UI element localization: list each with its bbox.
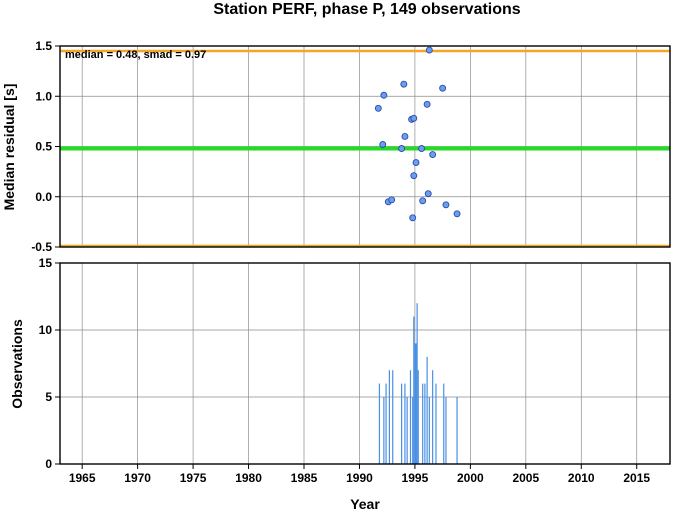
residual-point <box>388 196 396 204</box>
stats-annotation: median = 0.48, smad = 0.97 <box>65 49 206 61</box>
top-y-tick-label: 1.5 <box>35 39 52 53</box>
top-panel-points <box>374 46 461 222</box>
top-y-tick-label: 0.5 <box>35 140 52 154</box>
x-tick-label: 1970 <box>124 471 151 485</box>
residual-point <box>380 91 388 99</box>
residual-point <box>439 84 447 92</box>
bottom-panel-y-ticks: 0 5 10 15 <box>39 256 60 471</box>
x-tick-label: 1965 <box>69 471 96 485</box>
bottom-panel-frame <box>59 262 671 465</box>
bottom-panel-bars <box>378 303 458 464</box>
top-y-tick-label: 1.0 <box>35 89 52 103</box>
x-axis-label: Year <box>350 496 380 511</box>
chart-title: Station PERF, phase P, 149 observations <box>213 1 520 18</box>
bottom-panel-grid <box>60 262 670 465</box>
residual-point <box>419 197 427 205</box>
bottom-y-tick-label: 0 <box>45 457 52 471</box>
residual-point <box>400 80 408 88</box>
bottom-y-tick-label: 15 <box>39 256 53 270</box>
x-tick-label: 2000 <box>457 471 484 485</box>
top-y-tick-label: -0.5 <box>31 240 52 254</box>
residual-point <box>409 214 417 222</box>
bottom-panel-x-ticks: 1965 1970 1975 1980 1985 1990 1995 2000 2005 2010… <box>69 464 650 485</box>
residual-point <box>398 145 406 152</box>
residual-point <box>374 104 382 112</box>
residual-point <box>410 114 418 122</box>
x-tick-label: 1980 <box>235 471 262 485</box>
residual-point <box>424 190 432 198</box>
residual-point <box>425 46 433 54</box>
residual-point <box>429 151 437 158</box>
top-panel-reference-lines <box>60 49 670 248</box>
x-tick-label: 2010 <box>568 471 595 485</box>
x-tick-label: 2005 <box>512 471 539 485</box>
x-tick-label: 1975 <box>180 471 207 485</box>
top-y-tick-label: 0.0 <box>35 190 52 204</box>
x-tick-label: 1995 <box>402 471 429 485</box>
x-tick-label: 1990 <box>346 471 373 485</box>
residual-point <box>410 172 418 180</box>
top-panel-y-ticks: -0.5 0.0 0.5 1.0 1.5 <box>31 39 60 254</box>
bottom-y-tick-label: 10 <box>39 323 53 337</box>
residual-point <box>401 132 409 140</box>
x-tick-label: 2015 <box>623 471 650 485</box>
residual-point <box>412 159 420 167</box>
bottom-y-axis-label: Observations <box>9 319 25 409</box>
bottom-y-tick-label: 5 <box>45 390 52 404</box>
residual-point <box>442 201 450 209</box>
residual-point <box>418 145 426 152</box>
residual-point <box>423 100 431 108</box>
x-tick-label: 1985 <box>291 471 318 485</box>
residual-point <box>379 141 387 148</box>
residual-point <box>453 210 461 218</box>
top-panel-grid <box>60 45 670 248</box>
top-y-axis-label: Median residual [s] <box>1 84 17 211</box>
